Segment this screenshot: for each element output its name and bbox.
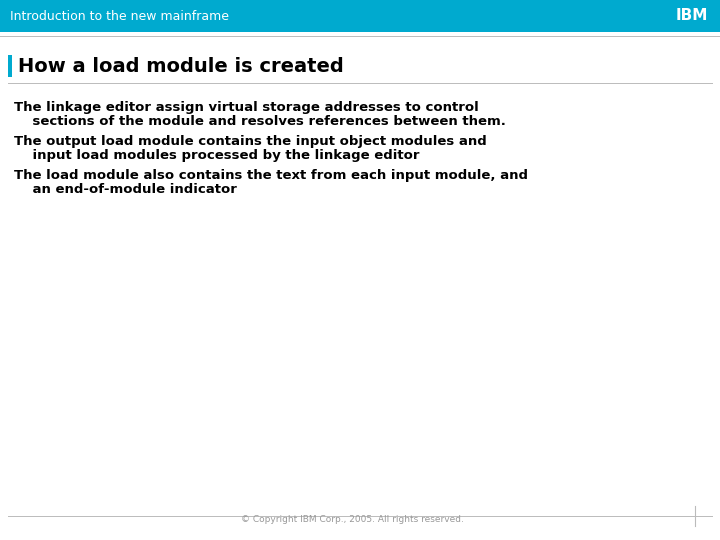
Text: an end-of-module indicator: an end-of-module indicator bbox=[14, 183, 237, 196]
Text: The load module also contains the text from each input module, and: The load module also contains the text f… bbox=[14, 169, 528, 182]
Text: input load modules processed by the linkage editor: input load modules processed by the link… bbox=[14, 149, 420, 162]
Text: Introduction to the new mainframe: Introduction to the new mainframe bbox=[10, 10, 229, 23]
Text: © Copyright IBM Corp., 2005. All rights reserved.: © Copyright IBM Corp., 2005. All rights … bbox=[240, 516, 464, 524]
Text: IBM: IBM bbox=[675, 9, 708, 24]
Text: sections of the module and resolves references between them.: sections of the module and resolves refe… bbox=[14, 115, 506, 128]
Text: The linkage editor assign virtual storage addresses to control: The linkage editor assign virtual storag… bbox=[14, 101, 479, 114]
Text: The output load module contains the input object modules and: The output load module contains the inpu… bbox=[14, 135, 487, 148]
Bar bbox=[8, 55, 12, 77]
Text: How a load module is created: How a load module is created bbox=[18, 57, 343, 76]
Bar bbox=[0, 0, 720, 32]
